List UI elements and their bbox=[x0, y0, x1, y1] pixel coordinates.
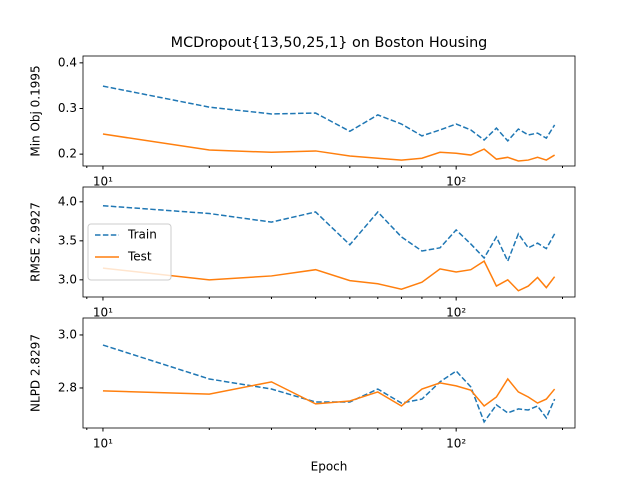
x-tick-label: 10¹ bbox=[93, 306, 113, 320]
x-tick-label: 10² bbox=[446, 437, 466, 451]
legend-label: Train bbox=[127, 228, 157, 242]
series-line bbox=[102, 377, 556, 408]
x-tick-label: 10² bbox=[446, 175, 466, 189]
y-tick-label: 3.0 bbox=[58, 272, 77, 286]
series-line bbox=[102, 133, 556, 162]
y-tick-label: 0.4 bbox=[58, 55, 77, 69]
series-line bbox=[102, 344, 556, 424]
series-line bbox=[102, 204, 556, 264]
series-line bbox=[102, 260, 556, 292]
legend-label: Test bbox=[127, 250, 152, 264]
chart-title: MCDropout{13,50,25,1} on Boston Housing bbox=[171, 35, 488, 51]
y-axis-label: Min Obj 0.1995 bbox=[29, 65, 43, 156]
y-axis-label: NLPD 2.8297 bbox=[29, 334, 43, 412]
legend-box bbox=[87, 223, 172, 281]
y-tick-label: 3.0 bbox=[58, 327, 77, 341]
y-tick-label: 3.5 bbox=[58, 233, 77, 247]
y-tick-label: 0.2 bbox=[58, 147, 77, 161]
axes-frame bbox=[82, 186, 576, 298]
y-tick-label: 2.8 bbox=[58, 380, 77, 394]
x-tick-label: 10¹ bbox=[93, 437, 113, 451]
x-tick-label: 10¹ bbox=[93, 175, 113, 189]
y-axis-label: RMSE 2.9927 bbox=[29, 202, 43, 282]
axes-frame bbox=[82, 317, 576, 429]
y-tick-label: 0.3 bbox=[58, 101, 77, 115]
x-tick-label: 10² bbox=[446, 306, 466, 320]
y-tick-label: 4.0 bbox=[58, 194, 77, 208]
x-axis-label: Epoch bbox=[311, 460, 348, 474]
axes-frame bbox=[82, 55, 576, 167]
series-line bbox=[102, 85, 556, 143]
